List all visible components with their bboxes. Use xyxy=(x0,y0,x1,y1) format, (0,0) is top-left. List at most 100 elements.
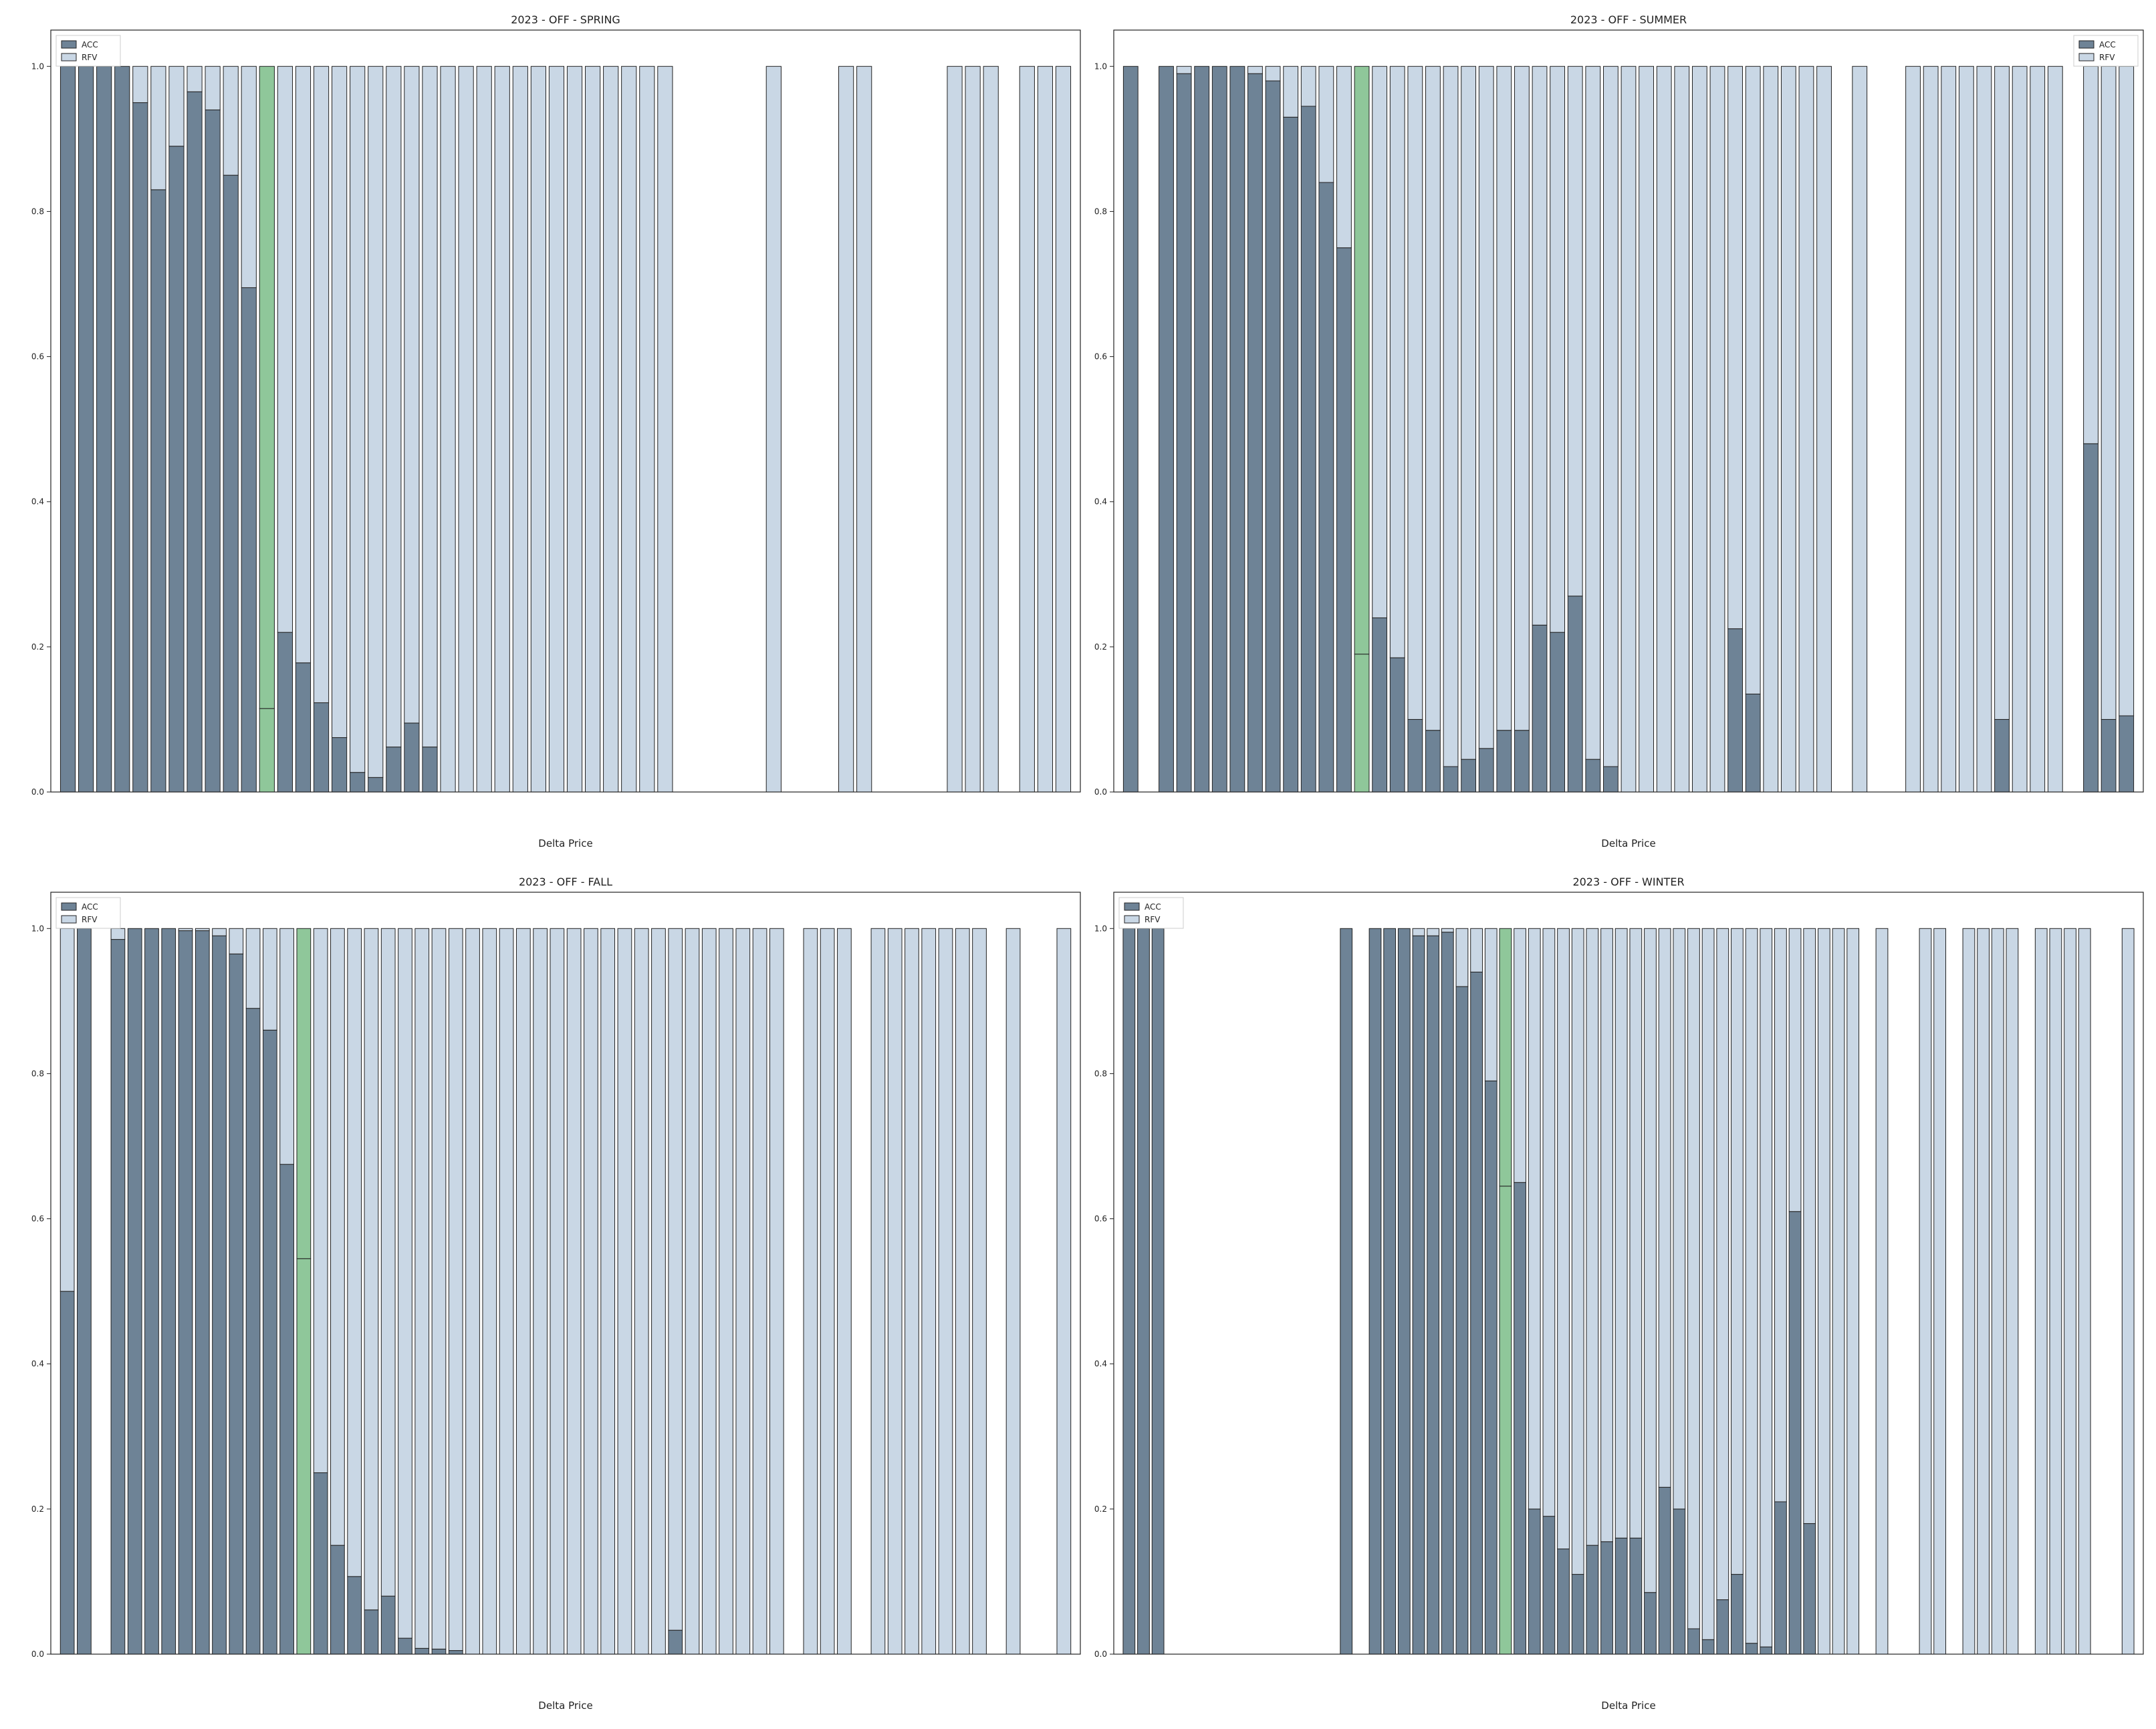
rfv-bar xyxy=(295,65,312,664)
y-tick-label: 0.6 xyxy=(31,352,44,362)
y-tick-label: 0.6 xyxy=(1094,352,1107,362)
rfv-bar xyxy=(668,928,683,1631)
rfv-bar xyxy=(870,928,886,1655)
acc-bar xyxy=(1194,65,1210,793)
legend-label-rfv: RFV xyxy=(82,53,98,62)
acc-bar xyxy=(1300,106,1316,793)
rfv-bar xyxy=(1176,65,1192,74)
legend-swatch-acc xyxy=(61,40,77,49)
acc-bar xyxy=(1383,928,1397,1655)
rfv-bar xyxy=(584,928,598,1655)
rfv-bar xyxy=(380,928,396,1597)
acc-bar xyxy=(295,662,312,793)
acc-bar xyxy=(262,1029,277,1655)
chart-title: 2023 - OFF - SUMMER xyxy=(1570,13,1687,26)
legend-label-rfv: RFV xyxy=(82,915,98,924)
acc-bar xyxy=(187,91,203,793)
rfv-bar xyxy=(1798,65,1814,793)
acc-bar xyxy=(431,1648,447,1655)
acc-bar xyxy=(110,939,126,1655)
y-tick-label: 0.6 xyxy=(1094,1214,1107,1224)
rfv-bar xyxy=(482,928,497,1655)
acc-bar xyxy=(2119,715,2135,793)
rfv-bar xyxy=(414,928,430,1649)
acc-bar xyxy=(1602,766,1619,793)
y-tick-label: 0.8 xyxy=(31,1069,44,1078)
y-tick-label: 1.0 xyxy=(1094,61,1107,71)
rfv-bar xyxy=(1372,65,1388,618)
acc-bar xyxy=(1283,116,1299,793)
rfv-bar xyxy=(1389,65,1405,658)
rfv-bar xyxy=(1550,65,1566,633)
chart-title: 2023 - OFF - WINTER xyxy=(1572,876,1684,888)
rfv-bar xyxy=(566,65,583,793)
rfv-bar xyxy=(262,928,277,1031)
rfv-bar xyxy=(1265,65,1281,82)
acc-bar xyxy=(296,1258,312,1655)
rfv-bar xyxy=(1656,65,1672,793)
acc-bar xyxy=(161,928,176,1655)
rfv-bar xyxy=(313,65,330,703)
rfv-bar xyxy=(1247,65,1263,74)
acc-bar xyxy=(195,930,210,1655)
rfv-bar xyxy=(1484,928,1498,1081)
acc-bar xyxy=(1567,595,1583,793)
y-tick-label: 0.0 xyxy=(31,787,44,797)
acc-bar xyxy=(1585,759,1601,793)
rfv-bar xyxy=(983,65,999,793)
rfv-bar xyxy=(431,928,447,1649)
legend-swatch-rfv xyxy=(2078,53,2094,61)
acc-bar xyxy=(77,928,92,1655)
acc-bar xyxy=(1745,1643,1758,1655)
rfv-bar xyxy=(1716,928,1729,1601)
rfv-bar xyxy=(1933,928,1947,1655)
acc-bar xyxy=(59,65,76,793)
rfv-bar xyxy=(1037,65,1053,793)
acc-bar xyxy=(404,722,420,793)
y-tick-label: 0.0 xyxy=(1094,787,1107,797)
acc-bar xyxy=(1412,935,1425,1655)
rfv-bar xyxy=(465,928,480,1655)
rfv-bar xyxy=(1731,928,1744,1575)
acc-bar xyxy=(347,1576,362,1655)
acc-bar xyxy=(78,65,94,793)
acc-bar xyxy=(1340,928,1353,1655)
rfv-bar xyxy=(765,65,782,793)
acc-bar xyxy=(1514,1182,1526,1655)
rfv-bar xyxy=(719,928,733,1655)
acc-bar xyxy=(144,928,159,1655)
rfv-bar xyxy=(585,65,601,793)
plot-frame xyxy=(1113,29,2144,793)
acc-bar xyxy=(380,1595,396,1655)
y-tick-label: 0.0 xyxy=(31,1649,44,1659)
acc-bar xyxy=(229,953,244,1655)
acc-bar xyxy=(1727,628,1743,793)
rfv-bar xyxy=(448,928,463,1651)
acc-bar xyxy=(1372,617,1388,793)
y-tick-label: 1.0 xyxy=(1094,924,1107,933)
acc-bar xyxy=(1159,65,1174,793)
rfv-bar xyxy=(1774,928,1787,1502)
rfv-bar xyxy=(1425,65,1441,731)
rfv-bar xyxy=(195,928,210,932)
acc-bar xyxy=(1514,730,1530,793)
rfv-bar xyxy=(110,928,126,940)
acc-bar xyxy=(1478,748,1494,793)
rfv-bar xyxy=(1919,928,1932,1655)
rfv-bar xyxy=(1691,65,1707,793)
rfv-bar xyxy=(1745,65,1761,694)
acc-bar xyxy=(330,1545,345,1655)
rfv-bar xyxy=(1407,65,1423,720)
acc-bar xyxy=(1542,1516,1556,1655)
rfv-bar xyxy=(820,928,835,1655)
acc-bar xyxy=(178,930,193,1655)
acc-bar xyxy=(1470,971,1483,1655)
rfv-bar xyxy=(279,928,294,1165)
rfv-bar xyxy=(350,65,366,773)
rfv-bar xyxy=(600,928,616,1655)
x-axis-label: Delta Price xyxy=(1601,1700,1655,1712)
rfv-bar xyxy=(837,928,852,1655)
legend-swatch-acc xyxy=(61,902,77,911)
rfv-bar xyxy=(1816,65,1832,793)
rfv-bar xyxy=(1701,928,1715,1640)
